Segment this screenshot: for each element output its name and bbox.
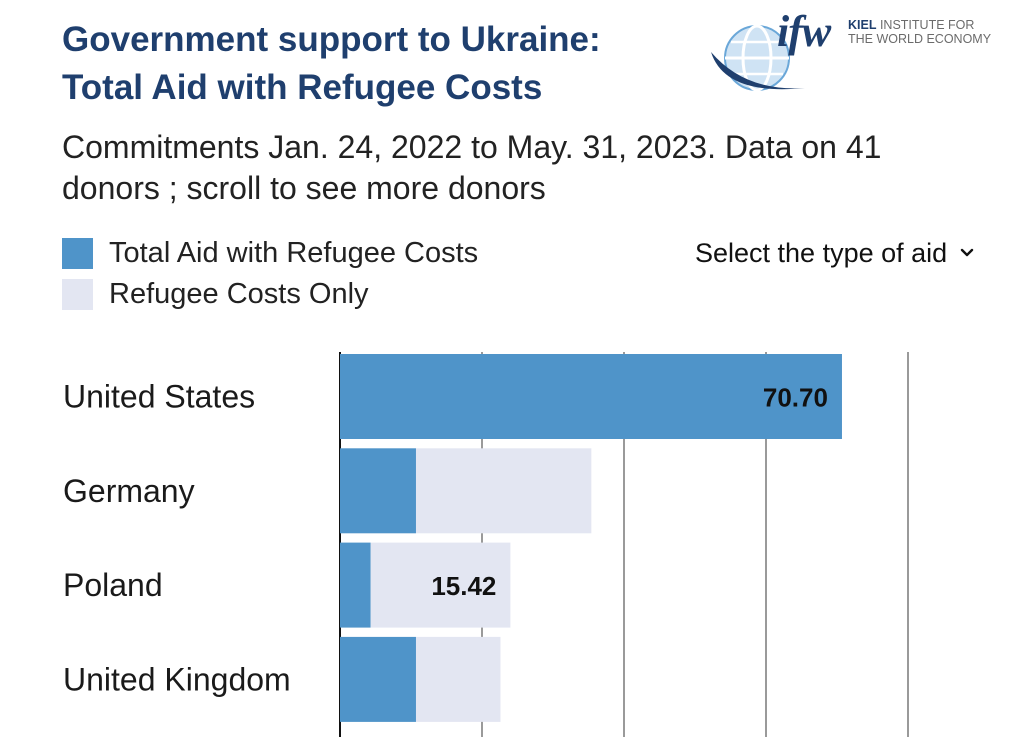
logo-world-economy: THE WORLD ECONOMY [848,32,992,46]
legend-label-total-aid: Total Aid with Refugee Costs [109,237,479,269]
legend-label-refugee-costs: Refugee Costs Only [109,278,369,310]
title-line-2: Total Aid with Refugee Costs [62,68,543,107]
bar-total-poland [340,542,371,628]
logo-mark: ifw [777,7,831,56]
bar-refugee-germany [415,448,592,534]
logo-kiel: KIEL [848,18,877,32]
logo-text: KIEL INSTITUTE FOR THE WORLD ECONOMY [848,18,991,46]
legend: Total Aid with Refugee Costs Refugee Cos… [62,233,478,315]
subtitle-line-2: donors ; scroll to see more donors [62,170,546,206]
subtitle-line-1: Commitments Jan. 24, 2022 to May. 31, 20… [62,129,882,165]
country-label-united-states: United States [63,379,255,415]
logo-institute: INSTITUTE FOR [876,18,975,32]
bar-refugee-poland [370,542,511,628]
country-label-germany: Germany [63,473,195,509]
bar-total-united-states [340,354,842,439]
chart-title: Government support to Ukraine: Total Aid… [62,16,682,112]
data-label-poland: 15.42 [431,571,496,601]
data-label-united-states: 70.70 [763,383,828,413]
aid-type-label: Select the type of aid [695,237,948,268]
legend-item-total-aid[interactable]: Total Aid with Refugee Costs [62,233,478,274]
country-label-poland: Poland [63,567,163,603]
legend-item-refugee-costs[interactable]: Refugee Costs Only [62,274,478,315]
legend-swatch-refugee-costs [62,279,93,310]
chevron-down-icon [960,248,974,257]
bar-chart: United States 70.70 Germany Poland 15.42 Unit… [63,352,909,737]
chart-subtitle: Commitments Jan. 24, 2022 to May. 31, 20… [62,127,962,209]
legend-swatch-total-aid [62,238,93,269]
globe-icon [711,24,805,92]
bar-total-united-kingdom [340,636,416,722]
title-line-1: Government support to Ukraine: [62,20,601,59]
bar-total-germany [340,448,416,534]
aid-type-dropdown[interactable]: Select the type of aid [695,236,975,270]
kiel-institute-logo: ifw KIEL INSTITUTE FOR THE WORLD ECONOMY [705,4,1005,114]
bar-refugee-united-kingdom [415,636,501,722]
country-label-united-kingdom: United Kingdom [63,661,291,697]
